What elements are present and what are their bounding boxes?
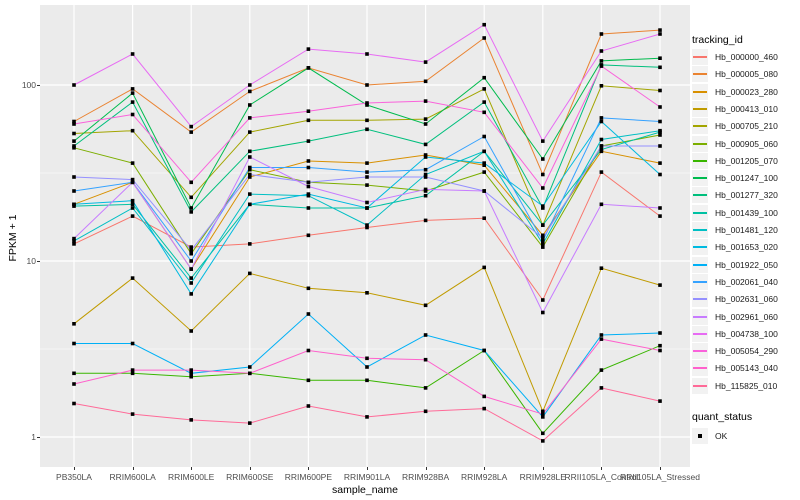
legend-key-box bbox=[692, 308, 708, 325]
x-axis-tick-mark bbox=[484, 467, 486, 470]
legend-item-label: Hb_005143_040 bbox=[715, 363, 778, 374]
x-axis-tick-mark bbox=[191, 467, 193, 470]
legend-item-label: Hb_001277_320 bbox=[715, 190, 778, 201]
x-axis-tick-mark bbox=[601, 467, 603, 470]
x-axis-tick-mark bbox=[425, 467, 427, 470]
legend-key-box bbox=[692, 239, 708, 256]
legend-key-box bbox=[692, 83, 708, 100]
series-line-swatch bbox=[693, 263, 707, 266]
x-axis-tick-label: RRIM901LA bbox=[343, 472, 391, 482]
series-line-swatch bbox=[693, 246, 707, 249]
y-axis-tick-mark bbox=[37, 437, 40, 438]
series-line-swatch bbox=[693, 332, 707, 335]
y-axis-tick-mark bbox=[37, 261, 40, 262]
x-axis-tick-label: RRIM600SE bbox=[226, 472, 274, 482]
series-line-swatch bbox=[693, 280, 707, 283]
x-axis-tick-label: RRIM600LA bbox=[109, 472, 156, 482]
legend-item-label: Hb_002961_060 bbox=[715, 311, 778, 322]
x-axis-tick-mark bbox=[74, 467, 75, 470]
x-axis-tick-mark bbox=[249, 467, 251, 470]
x-axis-tick-label: RRII105LA_Control bbox=[564, 472, 639, 482]
legend-item-label: Hb_000413_010 bbox=[715, 103, 778, 114]
legend-key-box bbox=[692, 428, 708, 444]
series-line-swatch bbox=[693, 229, 707, 231]
legend-item-label: Hb_000005_080 bbox=[715, 69, 778, 80]
legend-key-box bbox=[692, 170, 708, 187]
legend-key-box bbox=[692, 135, 708, 152]
series-line-swatch bbox=[693, 211, 707, 214]
series-line-swatch bbox=[693, 350, 707, 353]
black-square-point-icon bbox=[698, 434, 702, 438]
legend-item-label: Hb_115825_010 bbox=[715, 380, 778, 391]
legend-item-label: Hb_001481_120 bbox=[715, 225, 778, 235]
legend-key-box bbox=[692, 222, 708, 238]
series-line-swatch bbox=[693, 159, 707, 162]
legend-key-box bbox=[692, 100, 708, 117]
legend-title-quant-status: quant_status bbox=[692, 411, 753, 423]
legend-item-label: Hb_000000_460 bbox=[715, 52, 778, 62]
series-line-swatch bbox=[693, 177, 707, 180]
x-axis-tick-label: RRIM928BA bbox=[401, 472, 450, 482]
legend-item-label: Hb_001205_070 bbox=[715, 155, 778, 166]
legend-key-box bbox=[692, 152, 708, 169]
series-line-swatch bbox=[693, 73, 707, 76]
legend-key-box bbox=[692, 49, 708, 65]
legend-item-label: Hb_001653_020 bbox=[715, 242, 778, 253]
legend-item-label: OK bbox=[715, 431, 728, 441]
x-axis-tick-mark bbox=[367, 467, 368, 470]
legend-item-label: Hb_001922_050 bbox=[715, 259, 778, 270]
series-line-swatch bbox=[693, 142, 707, 145]
legend-key-box bbox=[692, 204, 708, 221]
y-axis-tick-label: 1 bbox=[31, 432, 36, 442]
plot-area-svg bbox=[40, 5, 690, 467]
legend-item-label: Hb_002061_040 bbox=[715, 276, 778, 287]
x-axis-tick-label: RRII105LA_Stressed bbox=[620, 472, 700, 482]
series-line-swatch bbox=[693, 298, 707, 301]
legend-key-box bbox=[692, 187, 708, 204]
y-axis-tick-label: 10 bbox=[26, 256, 36, 266]
legend-item-label: Hb_000023_280 bbox=[715, 86, 778, 97]
legend-item-label: Hb_001439_100 bbox=[715, 207, 778, 218]
legend-key-box bbox=[692, 118, 708, 135]
x-axis-tick-label: RRIM928LA bbox=[461, 472, 508, 482]
series-line-swatch bbox=[693, 107, 707, 110]
legend-key-box bbox=[692, 377, 708, 394]
legend-item-label: Hb_000905_060 bbox=[715, 138, 778, 149]
x-axis-tick-label: RRIM600LE bbox=[168, 472, 215, 482]
plot-panel bbox=[40, 5, 690, 467]
legend-key-box bbox=[692, 360, 708, 377]
legend-item-label: Hb_004738_100 bbox=[715, 328, 778, 339]
legend-key-box bbox=[692, 66, 708, 83]
legend-item-label: Hb_000705_210 bbox=[715, 121, 778, 132]
x-axis-tick-label: PB350LA bbox=[56, 472, 92, 482]
legend-item-label: Hb_002631_060 bbox=[715, 294, 778, 305]
series-line-swatch bbox=[693, 367, 707, 370]
series-line-swatch bbox=[693, 125, 707, 128]
y-axis-tick-mark bbox=[37, 85, 40, 86]
legend-key-box bbox=[692, 273, 708, 290]
legend-panel: tracking_id Hb_000000_460 Hb_000005_080 Hb… bbox=[690, 0, 800, 500]
y-axis-tick-label: 100 bbox=[21, 80, 36, 90]
legend-key-box bbox=[692, 343, 708, 360]
x-axis-tick-label: RRIM600PE bbox=[284, 472, 333, 482]
series-line-swatch bbox=[693, 315, 707, 318]
legend-item-label: Hb_005054_290 bbox=[715, 346, 778, 357]
x-axis-tick-mark bbox=[660, 467, 661, 470]
legend-key-box bbox=[692, 291, 708, 308]
x-axis-tick-mark bbox=[542, 467, 544, 470]
x-axis-title: sample_name bbox=[332, 484, 398, 496]
legend-key-box bbox=[692, 256, 708, 273]
x-axis-tick-mark bbox=[308, 467, 310, 470]
legend-key-box bbox=[692, 325, 708, 342]
x-axis-tick-mark bbox=[132, 467, 134, 470]
legend-title-tracking-id: tracking_id bbox=[692, 34, 743, 46]
series-line-swatch bbox=[693, 90, 707, 93]
series-line-swatch bbox=[693, 56, 707, 58]
series-line-swatch bbox=[693, 194, 707, 197]
series-line-swatch bbox=[693, 384, 707, 387]
x-axis-tick-label: RRIM928LE bbox=[519, 472, 566, 482]
legend-item-label: Hb_001247_100 bbox=[715, 173, 778, 184]
